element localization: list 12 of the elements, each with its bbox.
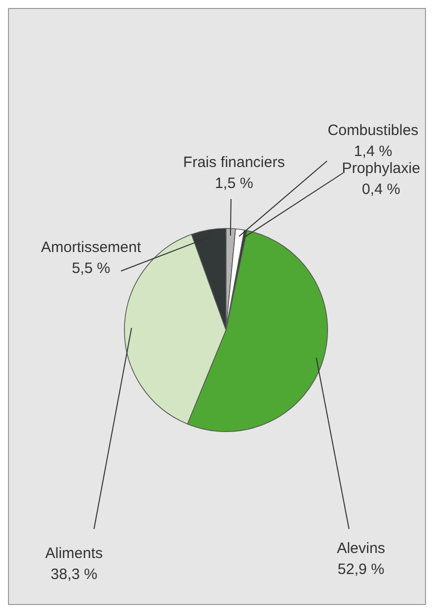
slice-label: Alevins <box>336 540 386 558</box>
slice-label: Frais financiers <box>183 154 285 172</box>
slice-label: Combustibles <box>328 122 418 140</box>
data-label: 1,4 % <box>354 143 392 160</box>
data-label: 5,5 % <box>72 260 110 278</box>
data-label: 52,9 % <box>338 561 384 578</box>
slice-label: Amortissement <box>40 239 142 256</box>
slice-label: Prophylaxie <box>342 160 420 178</box>
slice-label: Aliments <box>45 545 103 562</box>
data-label: 0,4 % <box>362 181 400 198</box>
data-label: 38,3 % <box>50 566 98 584</box>
data-label: 1,5 % <box>214 175 254 192</box>
